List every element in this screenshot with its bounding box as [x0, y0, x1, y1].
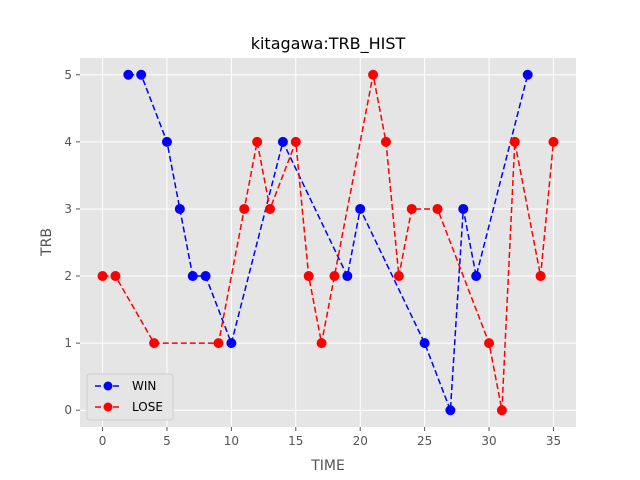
series-line-lose: [102, 74, 555, 411]
x-tick-label: 25: [417, 434, 432, 448]
y-tick-label: 3: [64, 202, 72, 216]
data-point-win: [277, 136, 288, 147]
data-point-lose: [316, 338, 327, 349]
y-tick-label: 0: [64, 403, 72, 417]
data-point-win: [458, 203, 469, 214]
legend: WIN LOSE: [86, 373, 174, 421]
data-point-win: [200, 271, 211, 282]
x-tick-label: 35: [546, 434, 561, 448]
data-point-lose: [548, 136, 559, 147]
data-point-win: [419, 338, 430, 349]
data-point-win: [161, 136, 172, 147]
chart-title: kitagawa:TRB_HIST: [251, 34, 406, 54]
data-point-win: [471, 271, 482, 282]
data-point-lose: [252, 136, 263, 147]
x-axis-label: TIME: [310, 458, 345, 474]
data-point-win: [123, 69, 134, 80]
data-point-lose: [509, 136, 520, 147]
plot-area: [80, 58, 576, 427]
y-tick-label: 5: [64, 68, 72, 82]
data-point-lose: [496, 405, 507, 416]
data-point-lose: [535, 271, 546, 282]
data-point-lose: [380, 136, 391, 147]
x-tick-label: 30: [481, 434, 496, 448]
data-point-lose: [110, 271, 121, 282]
data-point-lose: [329, 271, 340, 282]
data-point-win: [226, 338, 237, 349]
y-tick-label: 1: [64, 336, 72, 350]
x-tick-label: 20: [353, 434, 368, 448]
data-point-lose: [432, 203, 443, 214]
legend-label-lose: LOSE: [132, 400, 163, 414]
legend-marker-lose: [103, 402, 113, 412]
data-point-lose: [393, 271, 404, 282]
data-point-win: [136, 69, 147, 80]
x-tick-label: 0: [99, 434, 107, 448]
data-point-lose: [484, 338, 495, 349]
x-tick-label: 10: [224, 434, 239, 448]
data-point-win: [187, 271, 198, 282]
y-axis-label: TRB: [39, 228, 55, 257]
x-tick-label: 5: [163, 434, 171, 448]
y-tick-label: 4: [64, 135, 72, 149]
data-point-lose: [265, 203, 276, 214]
legend-label-win: WIN: [132, 379, 156, 393]
series-layer: [97, 69, 559, 416]
data-point-win: [445, 405, 456, 416]
data-point-lose: [368, 69, 379, 80]
data-point-lose: [406, 203, 417, 214]
x-axis-ticks: 0 5 10 15 20 25 30 35: [99, 427, 561, 448]
data-point-lose: [239, 203, 250, 214]
data-point-win: [174, 203, 185, 214]
data-point-lose: [149, 338, 160, 349]
data-point-lose: [290, 136, 301, 147]
data-point-lose: [303, 271, 314, 282]
y-tick-label: 2: [64, 269, 72, 283]
data-point-lose: [213, 338, 224, 349]
data-point-lose: [97, 271, 108, 282]
data-point-win: [355, 203, 366, 214]
data-point-win: [342, 271, 353, 282]
data-point-win: [522, 69, 533, 80]
x-tick-label: 15: [288, 434, 303, 448]
legend-marker-win: [103, 381, 113, 391]
y-axis-ticks: 0 1 2 3 4 5: [64, 68, 80, 417]
